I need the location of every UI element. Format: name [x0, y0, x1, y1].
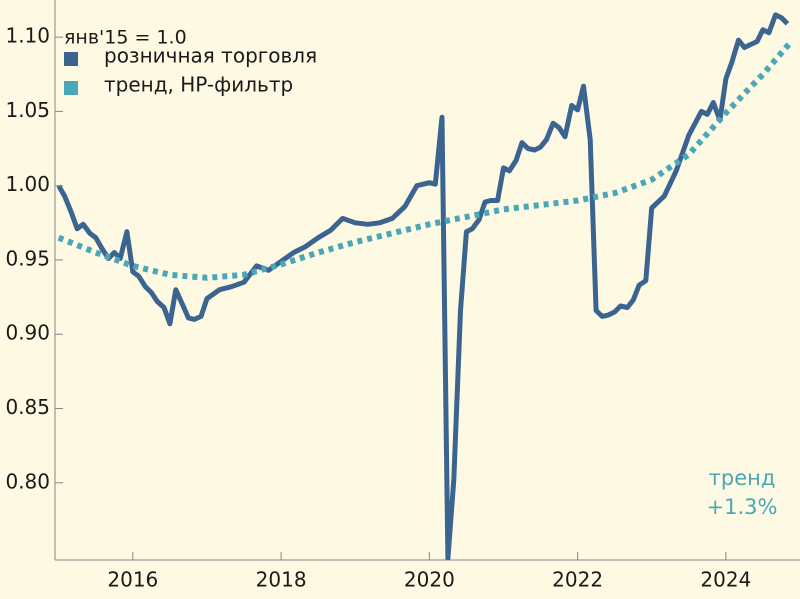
y-tick-label: 1.05 — [5, 98, 50, 122]
x-tick-label: 2016 — [107, 568, 158, 592]
x-tick-label: 2020 — [404, 568, 455, 592]
x-tick-label: 2018 — [256, 568, 307, 592]
y-tick-label: 0.90 — [5, 321, 50, 345]
x-tick-label: 2022 — [552, 568, 603, 592]
y-tick-label: 0.95 — [5, 246, 50, 270]
y-tick-label: 1.00 — [5, 172, 50, 196]
trend-note: тренд — [709, 466, 776, 490]
legend-label: тренд, HP-фильтр — [104, 73, 293, 97]
series-line — [56, 12, 790, 560]
y-tick-label: 0.85 — [5, 395, 50, 419]
legend-swatch — [64, 52, 78, 66]
legend-label: розничная торговля — [104, 44, 317, 68]
y-tick-label: 0.80 — [5, 469, 50, 493]
legend-swatch — [64, 81, 78, 95]
x-tick-label: 2024 — [700, 568, 751, 592]
series-line — [57, 39, 794, 281]
plot-area — [56, 12, 794, 560]
base-note: янв'15 = 1.0 — [64, 27, 187, 49]
y-tick-label: 1.10 — [5, 24, 50, 48]
trend-rate: +1.3% — [707, 495, 778, 519]
